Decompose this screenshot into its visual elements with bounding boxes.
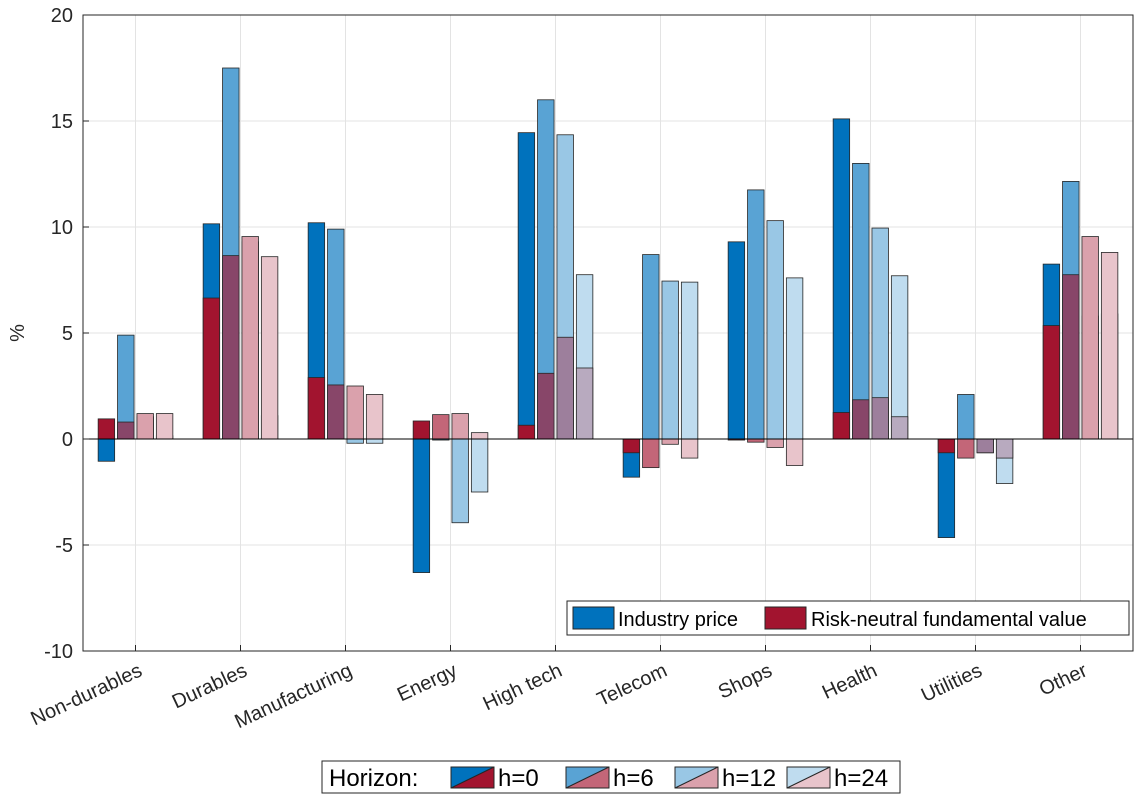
bar-fundamental-value	[155, 413, 174, 440]
bar-fundamental-value	[642, 438, 660, 469]
bar-industry-price	[642, 254, 660, 440]
legend-h0-label: h=0	[498, 765, 539, 792]
legend-series-box	[566, 600, 1130, 636]
bar-industry-price	[97, 438, 116, 462]
bar-industry-price	[727, 241, 746, 440]
bar-fundamental-value	[957, 438, 975, 459]
bar-fundamental-value	[832, 412, 851, 440]
x-tick-label: Other	[1036, 659, 1091, 700]
bar-industry-price	[852, 162, 870, 440]
bar-fundamental-value	[1042, 325, 1061, 440]
bar-fundamental-value	[346, 385, 364, 440]
x-tick-label: Telecom	[594, 660, 671, 711]
y-axis-label: %	[7, 324, 29, 342]
legend-h24-label: h=24	[834, 765, 888, 792]
bar-fundamental-value	[136, 413, 154, 440]
bar-fundamental-value	[327, 384, 345, 440]
bar-industry-price	[470, 438, 489, 493]
bar-fundamental-value	[622, 438, 641, 454]
x-tick-label: Energy	[394, 660, 461, 707]
bar-fundamental-value	[1081, 236, 1099, 440]
x-tick-label: Durables	[169, 660, 251, 714]
legend-fundamental-value-label: Risk-neutral fundamental value	[811, 609, 1087, 631]
legend-h12-swatch	[674, 766, 719, 789]
bar-fundamental-value	[890, 416, 909, 440]
legend-industry-price-swatch	[572, 606, 615, 630]
bar-fundamental-value	[575, 367, 594, 440]
bar-industry-price	[890, 275, 909, 440]
y-tick-label: 15	[51, 111, 73, 133]
bar-fundamental-value	[661, 438, 679, 445]
bar-fundamental-value	[97, 418, 116, 440]
y-tick-label: 0	[62, 429, 73, 451]
bar-industry-price	[832, 118, 851, 440]
bar-industry-price	[937, 438, 956, 538]
bar-industry-price	[412, 438, 431, 573]
bar-industry-price	[747, 189, 765, 440]
legend-horizon-title: Horizon:	[329, 765, 418, 792]
bar-fundamental-value	[222, 255, 240, 440]
y-tick-label: 10	[51, 217, 73, 239]
bars	[97, 67, 1119, 573]
bar-fundamental-value	[260, 256, 279, 440]
bar-fundamental-value	[470, 432, 489, 440]
legend-h24-swatch	[786, 766, 831, 789]
bar-industry-price	[680, 281, 699, 440]
y-axis-ticks: -10 -5 0 5 10 15 20	[44, 5, 89, 663]
bar-fundamental-value	[537, 372, 555, 440]
bar-fundamental-value	[785, 438, 804, 466]
bar-fundamental-value	[117, 421, 135, 440]
bar-industry-price	[451, 438, 469, 524]
bar-industry-price	[365, 438, 384, 444]
bar-fundamental-value	[365, 394, 384, 440]
bar-industry-price	[661, 280, 679, 440]
legend-h6-label: h=6	[613, 765, 654, 792]
bar-fundamental-value	[995, 438, 1014, 459]
y-tick-label: 5	[62, 323, 73, 345]
legend-h12-label: h=12	[722, 765, 776, 792]
legend-horizon: Horizon: h=0 h=6 h=12 h=24	[321, 760, 901, 794]
bar-fundamental-value	[241, 236, 259, 440]
bar-fundamental-value	[766, 438, 784, 448]
x-tick-label: Manufacturing	[231, 660, 355, 734]
bar-fundamental-value	[307, 377, 326, 440]
bar-fundamental-value	[451, 413, 469, 440]
legend-series: Industry price Risk-neutral fundamental …	[566, 600, 1130, 636]
legend-industry-price-label: Industry price	[618, 609, 738, 631]
bar-industry-price	[957, 394, 975, 440]
x-tick-label: Utilities	[918, 660, 986, 707]
legend-h6-swatch	[565, 766, 610, 789]
legend-fundamental-value-swatch	[764, 606, 807, 630]
x-tick-label: High tech	[480, 660, 566, 716]
bar-industry-price	[517, 132, 536, 440]
bar-industry-price	[766, 220, 784, 440]
bar-fundamental-value	[556, 336, 574, 440]
y-tick-label: -10	[44, 641, 73, 663]
x-tick-label: Shops	[715, 660, 776, 704]
x-tick-label: Health	[819, 660, 881, 704]
bar-industry-price	[346, 438, 364, 444]
bar-fundamental-value	[680, 438, 699, 459]
bar-fundamental-value	[412, 420, 431, 440]
bar-fundamental-value	[871, 397, 889, 440]
bar-fundamental-value	[432, 414, 450, 440]
y-tick-label: 20	[51, 5, 73, 27]
bar-industry-price	[785, 277, 804, 440]
bar-fundamental-value	[852, 399, 870, 440]
bar-fundamental-value	[1100, 252, 1119, 440]
bar-fundamental-value	[937, 438, 956, 454]
bar-fundamental-value	[1062, 274, 1080, 440]
bar-fundamental-value	[517, 424, 536, 440]
y-tick-label: -5	[55, 535, 73, 557]
x-tick-label: Non-durables	[27, 660, 145, 731]
bar-fundamental-value	[202, 297, 221, 440]
bar-fundamental-value	[976, 438, 994, 454]
legend-h0-swatch	[450, 766, 495, 789]
